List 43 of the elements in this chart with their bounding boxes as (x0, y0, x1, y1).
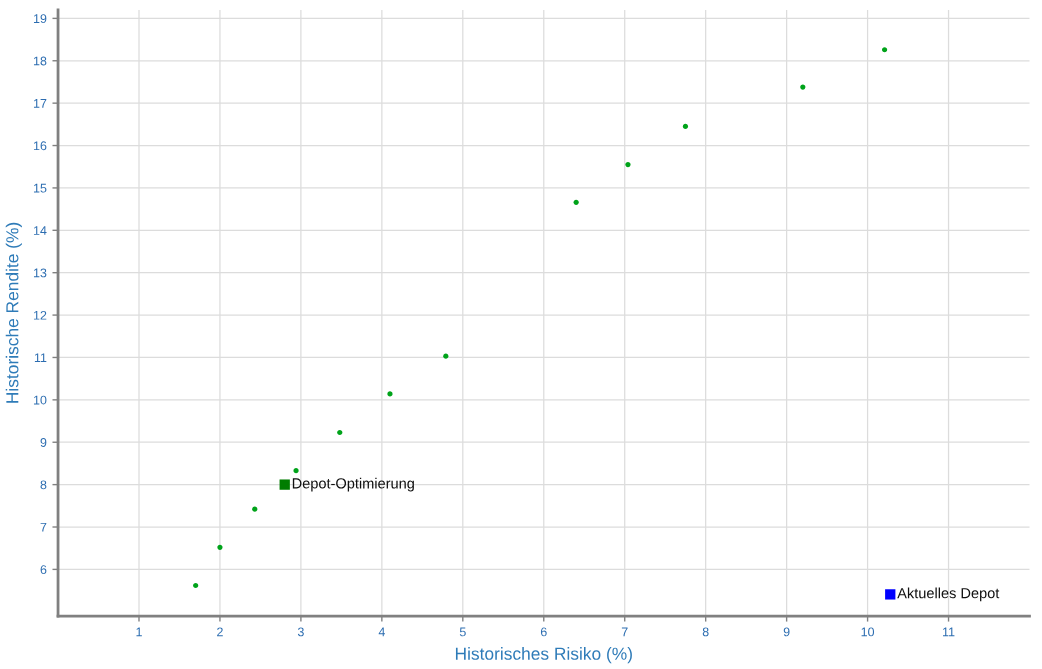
y-tick-label: 17 (33, 99, 47, 108)
point (293, 468, 299, 474)
y-tick-label: 11 (34, 353, 47, 362)
y-tick-label: 12 (33, 310, 47, 320)
x-tick-label: 7 (621, 627, 628, 637)
point (625, 162, 631, 168)
x-tick-label: 11 (943, 627, 955, 637)
point (387, 391, 393, 397)
point (573, 199, 579, 205)
point (800, 84, 806, 90)
point (885, 589, 896, 600)
point (193, 582, 199, 589)
x-tick-label: 10 (861, 627, 875, 637)
y-tick-label: 9 (40, 438, 47, 447)
y-tick-label: 13 (33, 268, 47, 278)
y-tick-label: 8 (40, 480, 47, 490)
x-tick-label: 3 (297, 627, 304, 637)
point (682, 123, 689, 130)
x-tick-label: 1 (136, 627, 142, 637)
x-tick-label: 9 (783, 627, 790, 637)
y-tick-label: 19 (33, 14, 47, 24)
point (881, 47, 888, 53)
y-tick-label: 10 (33, 395, 47, 405)
y-tick-label: 15 (33, 183, 47, 193)
point (337, 429, 343, 436)
x-tick-label: 8 (702, 627, 709, 637)
point (279, 479, 290, 490)
point (217, 544, 223, 550)
y-tick-label: 18 (33, 56, 47, 66)
x-tick-label: 5 (459, 627, 466, 637)
point (443, 353, 449, 359)
series-label: Depot-Optimierung (292, 477, 414, 492)
series-label: Aktuelles Depot (897, 587, 1000, 602)
x-tick-label: 6 (540, 627, 547, 637)
y-tick-label: 14 (33, 226, 47, 235)
y-axis-title: Historische Rendite (%) (5, 222, 22, 403)
x-tick-label: 4 (378, 627, 385, 637)
point (252, 506, 258, 512)
y-tick-label: 16 (33, 141, 47, 151)
x-tick-label: 2 (217, 627, 223, 637)
x-axis-title: Historisches Risiko (%) (455, 647, 632, 664)
y-tick-label: 6 (40, 565, 47, 575)
y-tick-label: 7 (40, 522, 47, 532)
